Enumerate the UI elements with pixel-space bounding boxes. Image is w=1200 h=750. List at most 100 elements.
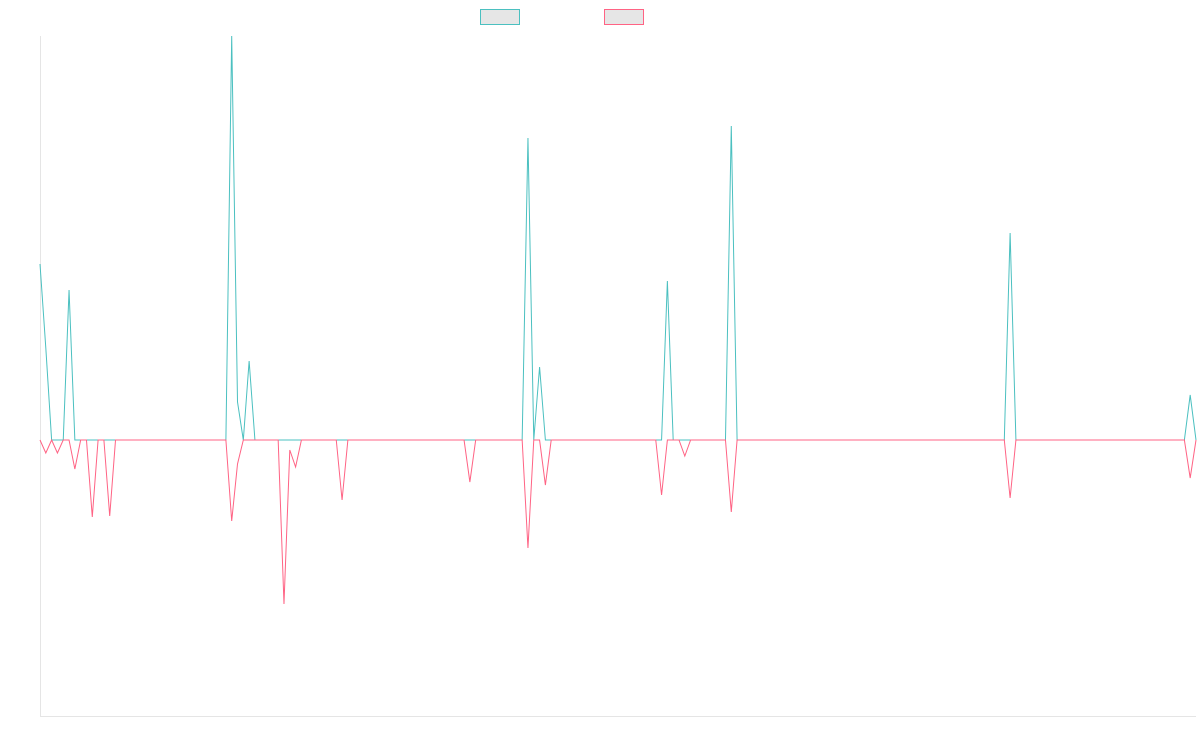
series-1-point-122[interactable]	[748, 439, 750, 441]
series-1-point-150[interactable]	[910, 439, 912, 441]
series-1-point-142[interactable]	[864, 439, 866, 441]
series-1-point-191[interactable]	[1149, 439, 1151, 441]
series-1-point-9[interactable]	[91, 516, 93, 518]
series-1-point-28[interactable]	[202, 439, 204, 441]
series-0-point-87[interactable]	[544, 439, 546, 441]
series-1-point-107[interactable]	[661, 494, 663, 496]
series-1-point-10[interactable]	[97, 439, 99, 441]
series-1-point-198[interactable]	[1189, 477, 1191, 479]
series-1-point-56[interactable]	[364, 439, 366, 441]
series-1-point-177[interactable]	[1067, 439, 1069, 441]
series-1-point-117[interactable]	[719, 439, 721, 441]
series-1-point-195[interactable]	[1172, 439, 1174, 441]
series-1-point-72[interactable]	[457, 439, 459, 441]
series-1-point-24[interactable]	[178, 439, 180, 441]
series-1-point-58[interactable]	[376, 439, 378, 441]
series-1-point-82[interactable]	[515, 439, 517, 441]
series-1-point-172[interactable]	[1038, 439, 1040, 441]
series-1-point-94[interactable]	[585, 439, 587, 441]
series-1-point-188[interactable]	[1131, 439, 1133, 441]
series-1-point-36[interactable]	[248, 439, 250, 441]
series-1-point-53[interactable]	[347, 439, 349, 441]
series-1-point-184[interactable]	[1108, 439, 1110, 441]
series-1-point-80[interactable]	[504, 439, 506, 441]
series-1-point-153[interactable]	[928, 439, 930, 441]
series-1-point-154[interactable]	[934, 439, 936, 441]
series-0-point-6[interactable]	[74, 439, 76, 441]
series-0-point-119[interactable]	[730, 125, 732, 127]
series-1-point-39[interactable]	[266, 439, 268, 441]
series-1-point-182[interactable]	[1096, 439, 1098, 441]
series-1-point-50[interactable]	[329, 439, 331, 441]
series-1-point-66[interactable]	[422, 439, 424, 441]
series-1-point-119[interactable]	[730, 511, 732, 513]
series-1-point-22[interactable]	[167, 439, 169, 441]
series-1-point-49[interactable]	[324, 439, 326, 441]
series-1-point-48[interactable]	[318, 439, 320, 441]
series-1-point-135[interactable]	[823, 439, 825, 441]
series-1-point-196[interactable]	[1178, 439, 1180, 441]
series-1-point-93[interactable]	[579, 439, 581, 441]
series-1-point-128[interactable]	[783, 439, 785, 441]
series-0-point-12[interactable]	[109, 439, 111, 441]
series-1-point-134[interactable]	[817, 439, 819, 441]
series-1-point-59[interactable]	[382, 439, 384, 441]
series-1-point-0[interactable]	[39, 439, 41, 441]
series-1-point-105[interactable]	[649, 439, 651, 441]
series-1-point-95[interactable]	[591, 439, 593, 441]
series-1-point-100[interactable]	[620, 439, 622, 441]
series-1-point-57[interactable]	[370, 439, 372, 441]
series-1-point-168[interactable]	[1015, 439, 1017, 441]
series-0-point-5[interactable]	[68, 289, 70, 291]
series-1-point-151[interactable]	[916, 439, 918, 441]
series-1-point-155[interactable]	[939, 439, 941, 441]
series-1-point-102[interactable]	[632, 439, 634, 441]
series-1-point-76[interactable]	[480, 439, 482, 441]
series-1-point-190[interactable]	[1143, 439, 1145, 441]
series-1-point-21[interactable]	[161, 439, 163, 441]
series-1-point-124[interactable]	[759, 439, 761, 441]
series-1-point-146[interactable]	[887, 439, 889, 441]
series-1-point-26[interactable]	[190, 439, 192, 441]
series-1-point-98[interactable]	[608, 439, 610, 441]
series-0-point-84[interactable]	[527, 137, 529, 139]
series-1-point-71[interactable]	[451, 439, 453, 441]
series-1-point-55[interactable]	[359, 439, 361, 441]
series-1-point-170[interactable]	[1027, 439, 1029, 441]
series-1-point-120[interactable]	[736, 439, 738, 441]
series-1-point-148[interactable]	[899, 439, 901, 441]
legend-swatch-teal-series[interactable]	[480, 9, 520, 25]
series-1-point-126[interactable]	[771, 439, 773, 441]
series-1-point-79[interactable]	[498, 439, 500, 441]
series-1-point-19[interactable]	[149, 439, 151, 441]
series-0-point-52[interactable]	[341, 439, 343, 441]
legend-swatch-pink-series[interactable]	[604, 9, 644, 25]
series-1-point-81[interactable]	[510, 439, 512, 441]
series-1-point-84[interactable]	[527, 547, 529, 549]
series-1-point-97[interactable]	[602, 439, 604, 441]
series-1-point-193[interactable]	[1160, 439, 1162, 441]
series-1-point-163[interactable]	[986, 439, 988, 441]
series-1-point-130[interactable]	[794, 439, 796, 441]
series-1-point-176[interactable]	[1061, 439, 1063, 441]
series-1-point-73[interactable]	[463, 439, 465, 441]
series-1-point-29[interactable]	[207, 439, 209, 441]
series-1-point-65[interactable]	[417, 439, 419, 441]
series-1-point-99[interactable]	[614, 439, 616, 441]
series-1-point-186[interactable]	[1119, 439, 1121, 441]
series-1-point-11[interactable]	[103, 439, 105, 441]
series-1-point-87[interactable]	[544, 484, 546, 486]
series-1-point-141[interactable]	[858, 439, 860, 441]
series-1-point-83[interactable]	[521, 439, 523, 441]
series-1-point-175[interactable]	[1056, 439, 1058, 441]
series-1-point-74[interactable]	[469, 481, 471, 483]
series-1-point-18[interactable]	[144, 439, 146, 441]
series-1-point-108[interactable]	[666, 439, 668, 441]
series-1-point-63[interactable]	[405, 439, 407, 441]
series-1-point-145[interactable]	[881, 439, 883, 441]
series-1-point-44[interactable]	[295, 466, 297, 468]
series-1-point-1[interactable]	[45, 452, 47, 454]
series-1-point-156[interactable]	[945, 439, 947, 441]
series-1-point-149[interactable]	[905, 439, 907, 441]
series-1-point-8[interactable]	[85, 439, 87, 441]
